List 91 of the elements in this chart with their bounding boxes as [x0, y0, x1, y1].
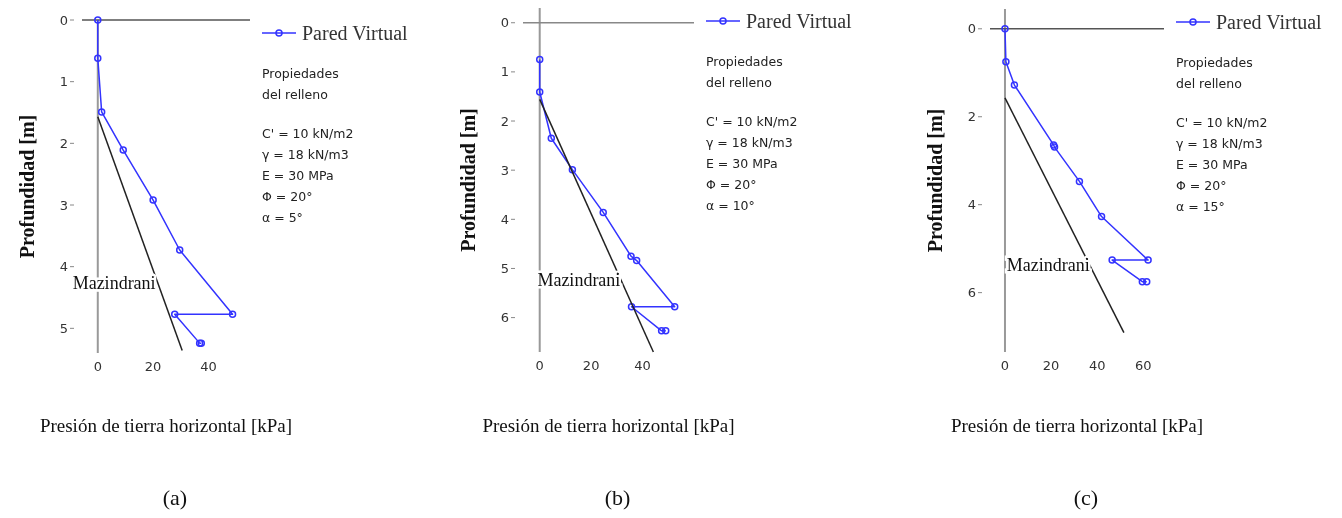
y-tick-label: 5	[500, 261, 509, 277]
text: (a)	[162, 485, 188, 510]
x-tick-label: 40	[200, 359, 217, 374]
point	[175, 246, 184, 254]
series-label: Mazindrani	[1006, 254, 1090, 275]
point	[1010, 81, 1019, 89]
x-tick-label: 40	[634, 358, 651, 373]
y-tick-label: 1	[59, 74, 68, 90]
y-tick-label: 1	[500, 64, 509, 80]
point	[94, 16, 102, 24]
legend-label: Pared Virtual	[1216, 11, 1323, 33]
point	[670, 303, 679, 311]
x-tick-label: 0	[1000, 358, 1010, 373]
text: (b)	[604, 485, 631, 510]
point	[1075, 177, 1084, 186]
text: del relleno	[262, 87, 328, 102]
y-tick-label: 2	[500, 113, 509, 129]
y-tick-label: 4	[59, 259, 68, 275]
text: C' = 10 kN/m2	[262, 126, 354, 141]
text: (c)	[1073, 485, 1099, 510]
text: γ = 18 kN/m3	[262, 147, 349, 162]
text: α = 10°	[706, 198, 755, 213]
x-tick-label: 20	[582, 358, 600, 373]
y-tick-label: 4	[967, 197, 976, 213]
y-tick-label: 0	[967, 21, 976, 37]
point	[94, 54, 102, 62]
point	[547, 134, 556, 142]
text: Propiedades	[706, 54, 783, 69]
point	[1002, 58, 1010, 66]
text: E = 30 MPa	[706, 156, 778, 171]
text: E = 30 MPa	[1176, 157, 1248, 172]
text: γ = 18 kN/m3	[706, 135, 793, 150]
text: del relleno	[706, 75, 772, 90]
x-tick-label: 20	[144, 359, 162, 374]
series-label: Mazindrani	[537, 270, 621, 291]
text: Propiedades	[1176, 55, 1253, 70]
x-tick-label: 60	[1134, 358, 1152, 373]
point	[627, 303, 636, 311]
point	[535, 55, 544, 64]
text: C' = 10 kN/m2	[706, 114, 798, 129]
x-axis-title: Presión de tierra horizontal [kPa]	[950, 415, 1204, 436]
y-tick-label: 5	[59, 320, 68, 336]
y-tick-label: 3	[59, 197, 68, 213]
point	[228, 310, 237, 318]
text: del relleno	[1176, 76, 1242, 91]
point	[632, 256, 641, 265]
point	[1001, 25, 1009, 33]
y-tick-label: 2	[967, 109, 976, 125]
y-tick-label: 0	[59, 12, 68, 28]
legend-label: Pared Virtual	[746, 10, 853, 32]
point	[149, 196, 157, 204]
point	[1138, 277, 1147, 286]
point	[1142, 277, 1151, 286]
y-tick-label: 4	[500, 211, 509, 227]
point	[97, 108, 106, 116]
y-axis-title: Profundidad [m]	[924, 108, 946, 253]
text: α = 15°	[1176, 199, 1225, 214]
y-tick-label: 3	[500, 162, 509, 178]
x-tick-label: 20	[1042, 358, 1060, 373]
point	[661, 327, 670, 335]
y-axis-title: Profundidad [m]	[16, 114, 38, 259]
text: Φ = 20°	[1176, 178, 1227, 193]
text: E = 30 MPa	[262, 168, 334, 183]
x-tick-label: 0	[93, 359, 102, 374]
text: γ = 18 kN/m3	[1176, 136, 1263, 151]
point	[170, 310, 179, 318]
text: Φ = 20°	[706, 177, 757, 192]
text: C' = 10 kN/m2	[1176, 115, 1268, 130]
x-axis-title: Presión de tierra horizontal [kPa]	[39, 415, 293, 436]
point	[535, 88, 544, 96]
x-axis-title: Presión de tierra horizontal [kPa]	[482, 415, 735, 436]
text: Propiedades	[262, 66, 339, 81]
y-axis-title: Profundidad [m]	[457, 108, 479, 252]
point	[1144, 256, 1152, 264]
point	[119, 146, 127, 154]
legend-label: Pared Virtual	[302, 22, 409, 44]
text: α = 5°	[262, 210, 303, 225]
text: Φ = 20°	[262, 189, 313, 204]
y-tick-label: 6	[967, 285, 976, 301]
y-tick-label: 0	[500, 15, 509, 31]
x-tick-label: 40	[1088, 358, 1106, 373]
y-tick-label: 6	[500, 310, 509, 326]
point	[1097, 212, 1106, 221]
point	[599, 208, 607, 217]
point	[1108, 256, 1116, 264]
series-label: Mazindrani	[72, 273, 156, 294]
y-tick-label: 2	[59, 135, 68, 151]
point	[657, 327, 666, 335]
point	[627, 252, 635, 260]
x-tick-label: 0	[535, 358, 544, 373]
point	[568, 165, 577, 174]
